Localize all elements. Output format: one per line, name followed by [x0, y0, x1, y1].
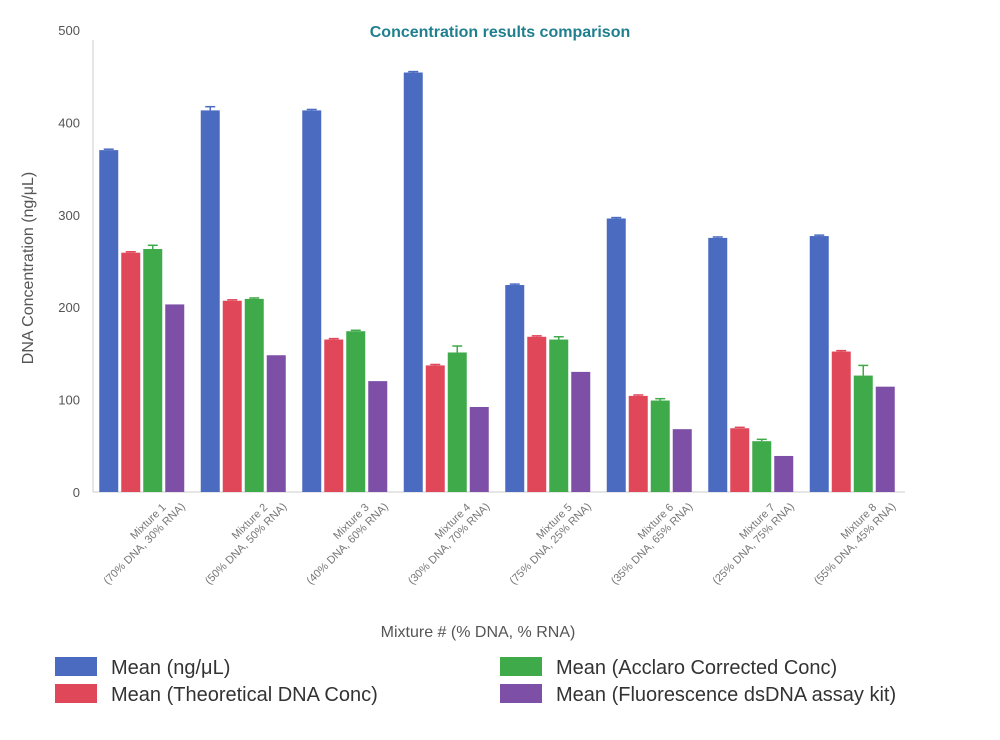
chart-title: Concentration results comparison [370, 24, 631, 41]
category-label: Mixture 2(50% DNA, 50% RNA) [203, 501, 289, 587]
bar [222, 300, 242, 492]
bar [447, 352, 467, 492]
category-label: Mixture 1(70% DNA, 30% RNA) [102, 501, 188, 587]
category-label: Mixture 5(75% DNA, 25% RNA) [508, 501, 594, 587]
bar [121, 252, 141, 492]
bars [99, 70, 895, 492]
bar [774, 455, 794, 492]
bar [571, 371, 591, 492]
bar [469, 406, 489, 492]
bar [165, 304, 185, 492]
bar [99, 150, 119, 492]
bar [875, 386, 895, 492]
legend-label: Mean (ng/μL) [111, 657, 230, 679]
category-label-ratio: (30% DNA, 70% RNA) [406, 501, 492, 587]
category-label: Mixture 6(35% DNA, 65% RNA) [609, 501, 695, 587]
bar [672, 429, 692, 492]
legend-swatch [500, 657, 542, 676]
bar [650, 400, 670, 492]
legend-swatch [55, 657, 97, 676]
bar [244, 298, 264, 492]
category-label: Mixture 7(25% DNA, 75% RNA) [711, 501, 797, 587]
bar [368, 381, 388, 492]
category-label-ratio: (25% DNA, 75% RNA) [711, 501, 797, 587]
legend-label: Mean (Theoretical DNA Conc) [111, 684, 378, 706]
bar [200, 110, 220, 492]
category-label: Mixture 8(55% DNA, 45% RNA) [812, 501, 898, 587]
bar [708, 237, 728, 492]
bar [752, 441, 772, 492]
category-label-ratio: (70% DNA, 30% RNA) [102, 501, 188, 587]
category-labels: Mixture 1(70% DNA, 30% RNA) Mixture 2(50%… [102, 501, 899, 587]
legend-item: Mean (Fluorescence dsDNA assay kit) [500, 684, 896, 706]
category-label-ratio: (40% DNA, 60% RNA) [305, 501, 391, 587]
y-tick-label: 400 [58, 115, 80, 130]
category-label-ratio: (75% DNA, 25% RNA) [508, 501, 594, 587]
category-label-ratio: (55% DNA, 45% RNA) [812, 501, 898, 587]
bar [403, 72, 423, 492]
bar [266, 355, 286, 492]
bar [425, 365, 445, 492]
bar [302, 110, 322, 492]
bar [628, 395, 648, 492]
category-label-ratio: (35% DNA, 65% RNA) [609, 501, 695, 587]
legend-item: Mean (ng/μL) [55, 657, 230, 679]
legend-swatch [500, 684, 542, 703]
legend-item: Mean (Theoretical DNA Conc) [55, 684, 378, 706]
y-axis-label: DNA Concentration (ng/μL) [20, 172, 37, 364]
y-tick-label: 100 [58, 393, 80, 408]
bar [730, 428, 750, 492]
bar [549, 339, 569, 492]
bar [143, 248, 163, 492]
legend-label: Mean (Acclaro Corrected Conc) [556, 657, 837, 679]
legend-label: Mean (Fluorescence dsDNA assay kit) [556, 684, 896, 706]
category-label: Mixture 4(30% DNA, 70% RNA) [406, 501, 492, 587]
category-label: Mixture 3(40% DNA, 60% RNA) [305, 501, 391, 587]
y-tick-label: 500 [58, 23, 80, 38]
bar [527, 336, 547, 492]
bar [809, 236, 829, 492]
bar [324, 339, 344, 492]
bar [505, 285, 525, 492]
legend-swatch [55, 684, 97, 703]
y-tick-label: 0 [73, 485, 80, 500]
y-tick-label: 300 [58, 208, 80, 223]
category-label-ratio: (50% DNA, 50% RNA) [203, 501, 289, 587]
y-tick-label: 200 [58, 300, 80, 315]
bar [831, 351, 851, 492]
bar [606, 218, 626, 492]
bar [853, 375, 873, 492]
y-ticks: 0 100 200 300 400 500 [58, 23, 80, 500]
x-axis-label: Mixture # (% DNA, % RNA) [381, 624, 576, 641]
legend-item: Mean (Acclaro Corrected Conc) [500, 657, 837, 679]
bar [346, 331, 366, 492]
legend: Mean (ng/μL) Mean (Theoretical DNA Conc) M… [55, 657, 896, 706]
